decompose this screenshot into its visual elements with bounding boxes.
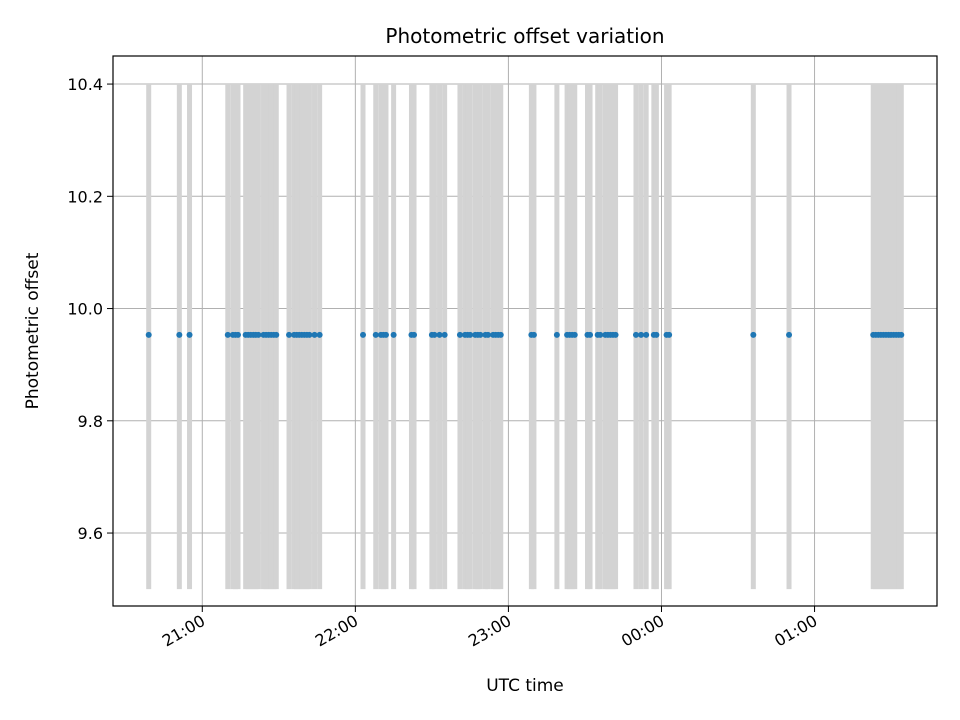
data-point <box>750 331 757 338</box>
x-tick-label: 00:00 <box>618 611 667 651</box>
x-tick-label: 01:00 <box>771 611 820 651</box>
y-tick-label: 10.4 <box>67 75 103 94</box>
data-point <box>286 331 293 338</box>
data-point <box>485 331 492 338</box>
data-point <box>786 331 793 338</box>
data-point <box>235 331 242 338</box>
data-point <box>441 331 448 338</box>
y-tick-label: 9.6 <box>78 524 103 543</box>
data-point <box>273 331 280 338</box>
data-point <box>431 331 438 338</box>
data-point <box>382 331 389 338</box>
y-tick-label: 10.0 <box>67 300 103 319</box>
data-point <box>306 331 313 338</box>
data-point <box>311 331 318 338</box>
x-tick-label: 22:00 <box>312 611 361 651</box>
data-points <box>145 331 905 338</box>
x-axis: 21:00 22:00 23:00 00:00 01:00 <box>159 606 821 651</box>
data-point <box>898 331 905 338</box>
data-point <box>360 331 367 338</box>
data-point <box>467 331 474 338</box>
data-point <box>666 331 673 338</box>
chart-title: Photometric offset variation <box>385 24 664 48</box>
y-axis: 9.6 9.8 10.0 10.2 10.4 <box>67 75 113 543</box>
data-point <box>632 331 639 338</box>
data-point <box>653 331 660 338</box>
data-point <box>597 331 604 338</box>
x-tick-label: 21:00 <box>159 611 208 651</box>
x-tick-label: 23:00 <box>465 611 514 651</box>
data-point <box>186 331 193 338</box>
data-point <box>553 331 560 338</box>
y-tick-label: 10.2 <box>67 187 103 206</box>
data-point <box>316 331 323 338</box>
plot-frame <box>112 55 938 607</box>
data-point <box>390 331 397 338</box>
data-point <box>176 331 183 338</box>
data-point <box>224 331 231 338</box>
data-point <box>255 331 262 338</box>
data-point <box>145 331 152 338</box>
data-point <box>571 331 578 338</box>
data-point <box>530 331 537 338</box>
x-axis-title: UTC time <box>486 676 564 696</box>
data-point <box>372 331 379 338</box>
data-point <box>497 331 504 338</box>
data-point <box>612 331 619 338</box>
y-tick-label: 9.8 <box>78 412 103 431</box>
data-point <box>477 331 484 338</box>
data-point <box>638 331 645 338</box>
data-point <box>436 331 443 338</box>
data-point <box>456 331 463 338</box>
data-point <box>643 331 650 338</box>
data-point <box>411 331 418 338</box>
y-axis-title: Photometric offset <box>23 252 43 409</box>
data-point <box>587 331 594 338</box>
